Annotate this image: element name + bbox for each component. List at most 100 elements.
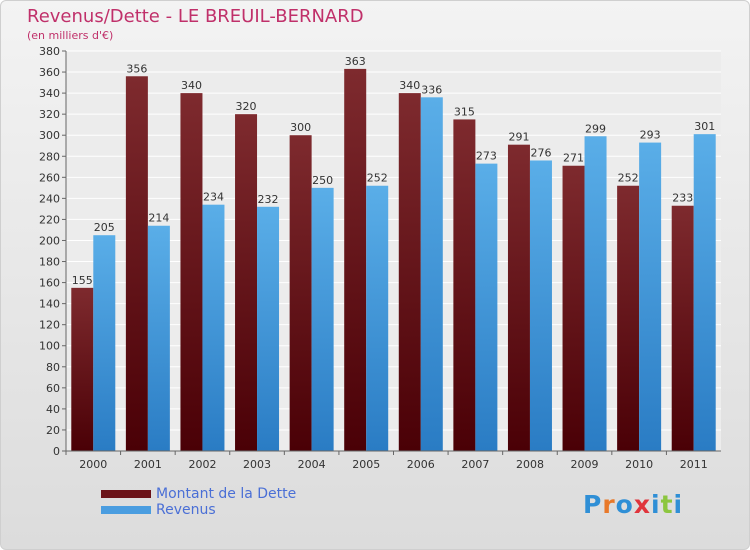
gridlines xyxy=(66,50,721,452)
data-label-dette: 300 xyxy=(290,121,311,134)
data-label-revenus: 299 xyxy=(585,122,606,135)
y-tick-label: 160 xyxy=(39,277,60,290)
bar-dette xyxy=(344,68,367,451)
y-tick-label: 360 xyxy=(39,66,60,79)
data-label-dette: 320 xyxy=(236,100,257,113)
y-tick-label: 280 xyxy=(39,150,60,163)
x-tick-label: 2002 xyxy=(188,458,216,471)
logo-letter: i xyxy=(651,490,661,519)
y-tick-label: 60 xyxy=(46,382,60,395)
bar-dette xyxy=(289,135,312,452)
y-tick-label: 0 xyxy=(53,445,60,458)
data-label-dette: 315 xyxy=(454,105,475,118)
bar-dette xyxy=(562,165,585,451)
bar-dette xyxy=(235,114,258,451)
x-tick-label: 2005 xyxy=(352,458,380,471)
y-tick-label: 80 xyxy=(46,361,60,374)
data-label-revenus: 214 xyxy=(148,212,169,225)
data-label-revenus: 252 xyxy=(367,172,388,185)
data-label-revenus: 232 xyxy=(258,193,279,206)
bar-dette xyxy=(71,287,94,451)
bar-dette xyxy=(507,144,530,451)
data-label-dette: 340 xyxy=(399,79,420,92)
y-tick-label: 140 xyxy=(39,298,60,311)
data-label-dette: 155 xyxy=(72,274,93,287)
y-tick-label: 200 xyxy=(39,234,60,247)
y-tick-label: 380 xyxy=(39,45,60,58)
logo-letter: o xyxy=(615,490,634,519)
logo-letter: P xyxy=(583,490,603,519)
bar-revenus xyxy=(93,235,116,451)
bar-revenus xyxy=(693,134,716,451)
y-tick-label: 20 xyxy=(46,424,60,437)
bar-revenus xyxy=(639,142,662,451)
x-tick-label: 2008 xyxy=(516,458,544,471)
x-tick-label: 2010 xyxy=(625,458,653,471)
data-label-dette: 356 xyxy=(126,62,147,75)
data-label-dette: 340 xyxy=(181,79,202,92)
plot-area xyxy=(66,51,721,451)
y-tick-label: 100 xyxy=(39,340,60,353)
logo-letter: i xyxy=(673,490,684,519)
data-label-revenus: 234 xyxy=(203,191,224,204)
bar-revenus xyxy=(420,97,443,451)
proxiti-logo: Proxiti xyxy=(583,490,683,519)
chart-title: Revenus/Dette - LE BREUIL-BERNARD xyxy=(27,6,364,27)
data-label-revenus: 301 xyxy=(694,120,715,133)
data-label-dette: 271 xyxy=(563,152,584,165)
data-label-revenus: 205 xyxy=(94,221,115,234)
x-tick-label: 2006 xyxy=(407,458,435,471)
x-tick-label: 2011 xyxy=(680,458,708,471)
data-label-revenus: 276 xyxy=(530,146,551,159)
y-tick-label: 340 xyxy=(39,87,60,100)
data-label-revenus: 250 xyxy=(312,174,333,187)
data-label-dette: 291 xyxy=(508,131,529,144)
x-tick-label: 2004 xyxy=(298,458,326,471)
bar-revenus xyxy=(475,163,498,451)
bar-revenus xyxy=(584,136,607,451)
bar-revenus xyxy=(529,160,552,451)
data-label-dette: 252 xyxy=(618,172,639,185)
y-tick-label: 120 xyxy=(39,319,60,332)
data-label-revenus: 336 xyxy=(421,83,442,96)
logo-letter: x xyxy=(633,490,651,519)
y-tick-label: 220 xyxy=(39,213,60,226)
bar-revenus xyxy=(311,187,334,451)
axes: 0 20 40 60 80 100 120 140 160 180 200 220 240 260 280 3… xyxy=(39,45,721,471)
bar-dette xyxy=(671,205,694,451)
bar-dette xyxy=(398,93,421,452)
y-tick-label: 300 xyxy=(39,129,60,142)
y-tick-label: 180 xyxy=(39,256,60,269)
bar-dette xyxy=(180,93,203,452)
y-tick-label: 260 xyxy=(39,171,60,184)
legend-swatch-dette xyxy=(101,490,151,498)
bar-revenus xyxy=(147,225,170,451)
bar-dette xyxy=(617,185,640,451)
y-tick-label: 320 xyxy=(39,108,60,121)
x-tick-label: 2009 xyxy=(571,458,599,471)
bar-revenus xyxy=(257,206,280,451)
y-tick-label: 40 xyxy=(46,403,60,416)
data-label-dette: 363 xyxy=(345,55,366,68)
data-label-dette: 233 xyxy=(672,192,693,205)
bar-revenus xyxy=(366,185,389,451)
x-tick-label: 2007 xyxy=(461,458,489,471)
bar-revenus xyxy=(202,204,225,451)
x-tick-label: 2003 xyxy=(243,458,271,471)
data-label-revenus: 293 xyxy=(640,129,661,142)
x-tick-label: 2001 xyxy=(134,458,162,471)
data-label-revenus: 273 xyxy=(476,150,497,163)
bar-dette xyxy=(125,76,148,452)
logo-letter: r xyxy=(602,490,616,519)
legend-label-dette: Montant de la Dette xyxy=(156,486,297,502)
logo-letter: t xyxy=(660,490,674,519)
chart-subtitle: (en milliers d'€) xyxy=(27,29,114,42)
legend-swatch-revenus xyxy=(101,506,151,514)
y-tick-label: 240 xyxy=(39,192,60,205)
bar-dette xyxy=(453,119,476,451)
x-tick-label: 2000 xyxy=(79,458,107,471)
legend-label-revenus: Revenus xyxy=(156,502,216,518)
